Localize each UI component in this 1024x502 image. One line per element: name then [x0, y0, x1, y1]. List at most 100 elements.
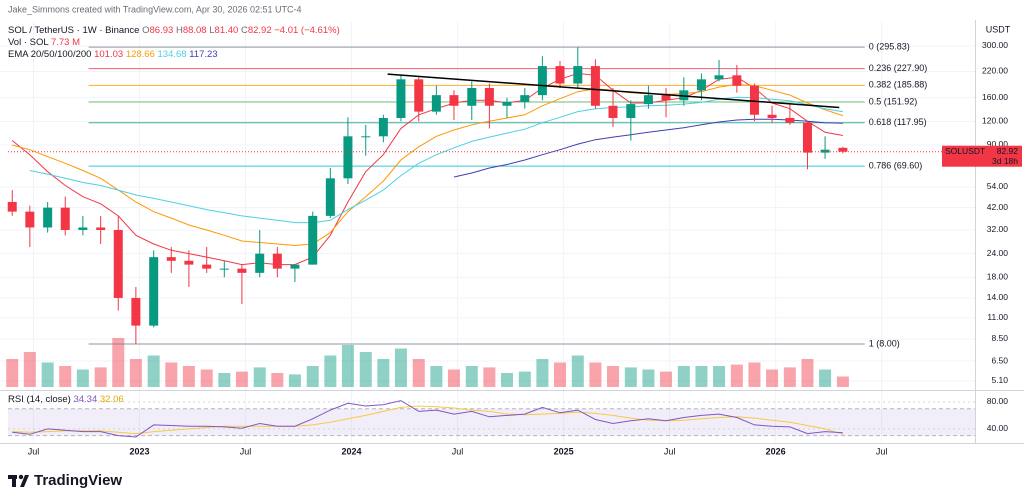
ohlc-label: H: [176, 25, 183, 36]
candle-body: [643, 95, 653, 105]
ema-value: 128.66: [126, 49, 155, 60]
ema-line: [12, 83, 844, 247]
ohlc-label: L: [209, 25, 214, 36]
y-tick-label: 14.00: [987, 292, 1009, 302]
ohlc-value: 82.92: [248, 25, 272, 36]
ohlc-label: C: [241, 25, 248, 36]
volume-bar: [801, 359, 814, 387]
candle-body: [732, 75, 742, 86]
candle-body: [325, 178, 335, 216]
candle-body: [431, 95, 441, 112]
volume-bar: [59, 366, 72, 387]
candle-body: [184, 260, 194, 265]
volume-bar: [218, 373, 231, 387]
y-tick-label: 54.00: [987, 181, 1009, 191]
volume-bar: [783, 367, 796, 387]
change: −4.01 (−4.61%): [274, 25, 340, 36]
rsi-title: RSI (14, close): [8, 394, 71, 405]
candle-body: [361, 136, 371, 138]
symbol-legend: SOL / TetherUS · 1W · Binance O86.93 H88…: [8, 25, 340, 36]
volume-bar: [271, 373, 284, 387]
fib-label: 0 (295.83): [869, 42, 910, 52]
volume-bar: [341, 345, 354, 387]
volume-bar: [430, 366, 443, 387]
symbol: SOL / TetherUS · 1W · Binance: [8, 25, 139, 36]
volume-bar: [359, 352, 372, 387]
ema-line: [453, 118, 843, 178]
y-tick-label: 11.00: [987, 312, 1008, 322]
price-tag-value: 82.92: [997, 146, 1019, 156]
candle-body: [255, 253, 265, 273]
volume-bar: [819, 369, 832, 387]
ohlc-value: 81.40: [215, 25, 239, 36]
y-tick-label: 120.00: [982, 116, 1008, 126]
candle-body: [219, 268, 229, 270]
candle-body: [696, 79, 706, 91]
ema-value: 117.23: [189, 49, 217, 60]
y-tick-label: 32.00: [987, 224, 1009, 234]
volume-bar: [200, 369, 213, 387]
y-tick-label: 18.00: [987, 272, 1009, 282]
ema-legend: EMA 20/50/100/200 101.03 128.66 134.68 1…: [8, 49, 218, 60]
rsi-tick-label: 80.00: [987, 396, 1009, 406]
candle-body: [573, 66, 583, 84]
volume-bar: [607, 366, 620, 387]
x-tick-label: Jul: [664, 446, 676, 456]
candle-body: [7, 201, 17, 212]
volume-bar: [624, 367, 637, 387]
candle-body: [555, 66, 565, 84]
volume-bar: [571, 355, 584, 387]
y-tick-label: 300.00: [982, 40, 1008, 50]
candle-body: [626, 104, 636, 118]
candle-body: [290, 264, 300, 269]
volume-bar: [465, 366, 478, 387]
x-tick-label: Jul: [452, 446, 464, 456]
fib-label: 0.786 (69.60): [869, 160, 923, 170]
volume-bar: [253, 367, 266, 387]
volume-bar: [324, 355, 337, 387]
volume-bar: [642, 369, 655, 387]
volume-bar: [165, 362, 178, 387]
candle-body: [502, 101, 512, 106]
volume-bar: [589, 362, 602, 387]
volume-bar: [306, 366, 319, 387]
volume-last: 7.73 M: [51, 37, 80, 48]
candle-body: [520, 95, 530, 102]
volume-bar: [500, 373, 513, 387]
rsi-legend: RSI (14, close) 34.34 32.06: [8, 394, 124, 405]
brand: TradingView: [34, 472, 122, 489]
candle-body: [661, 95, 671, 101]
volume-title: Vol · SOL: [8, 37, 48, 48]
candle-body: [590, 66, 600, 106]
volume-bar: [394, 348, 407, 387]
candle-body: [60, 207, 70, 230]
candle-body: [467, 87, 477, 106]
candle-body: [838, 147, 848, 152]
candle-body: [149, 257, 159, 326]
volume-bar: [713, 366, 726, 387]
candle-body: [272, 253, 282, 269]
candle-body: [820, 149, 830, 153]
ohlc-value: 88.08: [183, 25, 207, 36]
price-tag: [942, 145, 1022, 167]
candle-body: [767, 114, 777, 118]
fib-label: 0.236 (227.90): [869, 63, 928, 73]
fib-label: 1 (8.00): [869, 338, 900, 348]
rsi-band: [8, 408, 975, 436]
volume-bar: [112, 338, 125, 387]
volume-bar: [536, 359, 549, 387]
y-tick-label: 6.50: [991, 355, 1008, 365]
x-tick-label: 2026: [766, 446, 786, 456]
candle-body: [802, 122, 812, 153]
volume-bar: [553, 362, 566, 387]
x-tick-label: Jul: [876, 446, 888, 456]
x-tick-label: Jul: [240, 446, 252, 456]
rsi-ma-line: [12, 405, 844, 435]
volume-legend: Vol · SOL 7.73 M: [8, 37, 80, 48]
ema-line: [29, 96, 843, 224]
volume-bar: [518, 371, 531, 387]
y-tick-label: 90.00: [987, 139, 1009, 149]
x-tick-label: 2023: [129, 446, 149, 456]
candle-body: [343, 136, 353, 179]
